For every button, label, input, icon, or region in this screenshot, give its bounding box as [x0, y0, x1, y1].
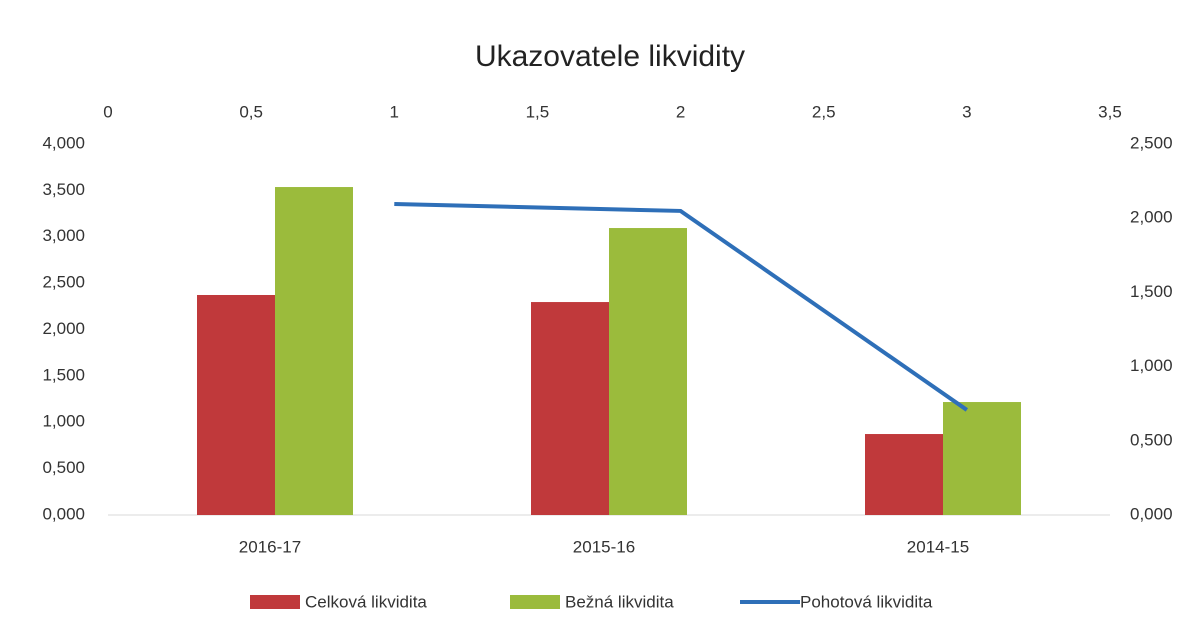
bar	[531, 302, 609, 515]
y2-tick-label: 1,500	[1130, 282, 1173, 301]
y2-tick-label: 2,000	[1130, 208, 1173, 227]
x2-tick-label: 2	[676, 102, 685, 121]
bar	[275, 187, 353, 515]
legend-swatch	[510, 595, 560, 609]
y2-tick-label: 2,500	[1130, 133, 1173, 152]
y-tick-label: 0,500	[42, 458, 85, 477]
bar	[197, 294, 275, 515]
y-tick-label: 2,000	[42, 319, 85, 338]
x-tick-label: 2014-15	[907, 537, 969, 556]
x2-tick-label: 0	[103, 102, 112, 121]
y-tick-label: 4,000	[42, 133, 85, 152]
legend-label: Celková likvidita	[305, 592, 427, 611]
x2-tick-label: 0,5	[239, 102, 263, 121]
bar	[609, 228, 687, 515]
x2-tick-label: 2,5	[812, 102, 836, 121]
y-tick-label: 1,500	[42, 365, 85, 384]
bar	[943, 402, 1021, 515]
legend-swatch	[250, 595, 300, 609]
y-tick-label: 0,000	[42, 504, 85, 523]
x-tick-label: 2016-17	[239, 537, 301, 556]
bar	[865, 434, 943, 515]
legend-label: Bežná likvidita	[565, 592, 674, 611]
x2-tick-label: 3,5	[1098, 102, 1122, 121]
x2-tick-label: 3	[962, 102, 971, 121]
legend-label: Pohotová likvidita	[800, 592, 933, 611]
x-tick-label: 2015-16	[573, 537, 635, 556]
x2-tick-label: 1	[390, 102, 399, 121]
y2-tick-label: 1,000	[1130, 356, 1173, 375]
y-tick-label: 1,000	[42, 412, 85, 431]
y2-tick-label: 0,500	[1130, 430, 1173, 449]
y-tick-label: 3,500	[42, 180, 85, 199]
chart-title: Ukazovatele likvidity	[475, 40, 745, 73]
line-series	[394, 201, 968, 412]
y2-tick-label: 0,000	[1130, 504, 1173, 523]
y-tick-label: 3,000	[42, 226, 85, 245]
x2-tick-label: 1,5	[526, 102, 550, 121]
y-tick-label: 2,500	[42, 273, 85, 292]
